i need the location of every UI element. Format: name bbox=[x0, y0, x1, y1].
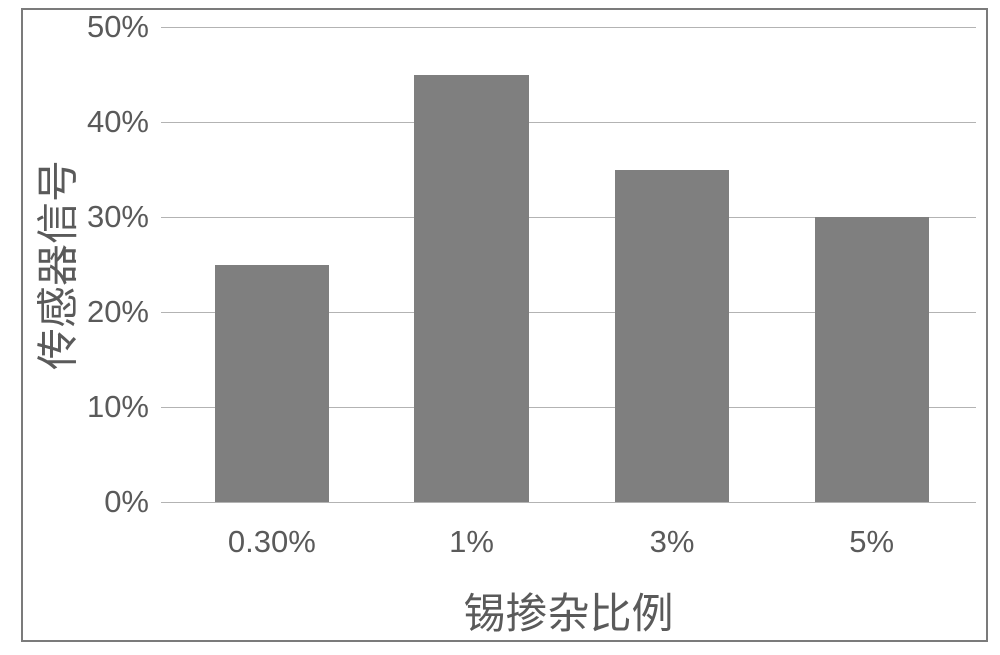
bar bbox=[215, 265, 329, 503]
y-tick-label: 50% bbox=[87, 9, 149, 45]
gridline bbox=[161, 502, 976, 503]
x-tick-label: 1% bbox=[449, 524, 494, 560]
bar bbox=[615, 170, 729, 503]
y-tick-label: 10% bbox=[87, 389, 149, 425]
y-tick-label: 20% bbox=[87, 294, 149, 330]
y-tick-label: 0% bbox=[104, 484, 149, 520]
chart-figure: 0%10%20%30%40%50%0.30%1%3%5%传感器信号锡掺杂比例 bbox=[0, 0, 1000, 655]
x-tick-label: 0.30% bbox=[228, 524, 316, 560]
x-axis-title: 锡掺杂比例 bbox=[463, 580, 673, 641]
x-tick-label: 3% bbox=[650, 524, 695, 560]
bar bbox=[815, 217, 929, 502]
gridline bbox=[161, 27, 976, 28]
bar bbox=[414, 75, 528, 503]
gridline bbox=[161, 122, 976, 123]
x-tick-label: 5% bbox=[849, 524, 894, 560]
y-axis-title: 传感器信号 bbox=[25, 159, 86, 369]
plot-area: 0%10%20%30%40%50%0.30%1%3%5% bbox=[161, 27, 976, 502]
y-tick-label: 40% bbox=[87, 104, 149, 140]
y-tick-label: 30% bbox=[87, 199, 149, 235]
